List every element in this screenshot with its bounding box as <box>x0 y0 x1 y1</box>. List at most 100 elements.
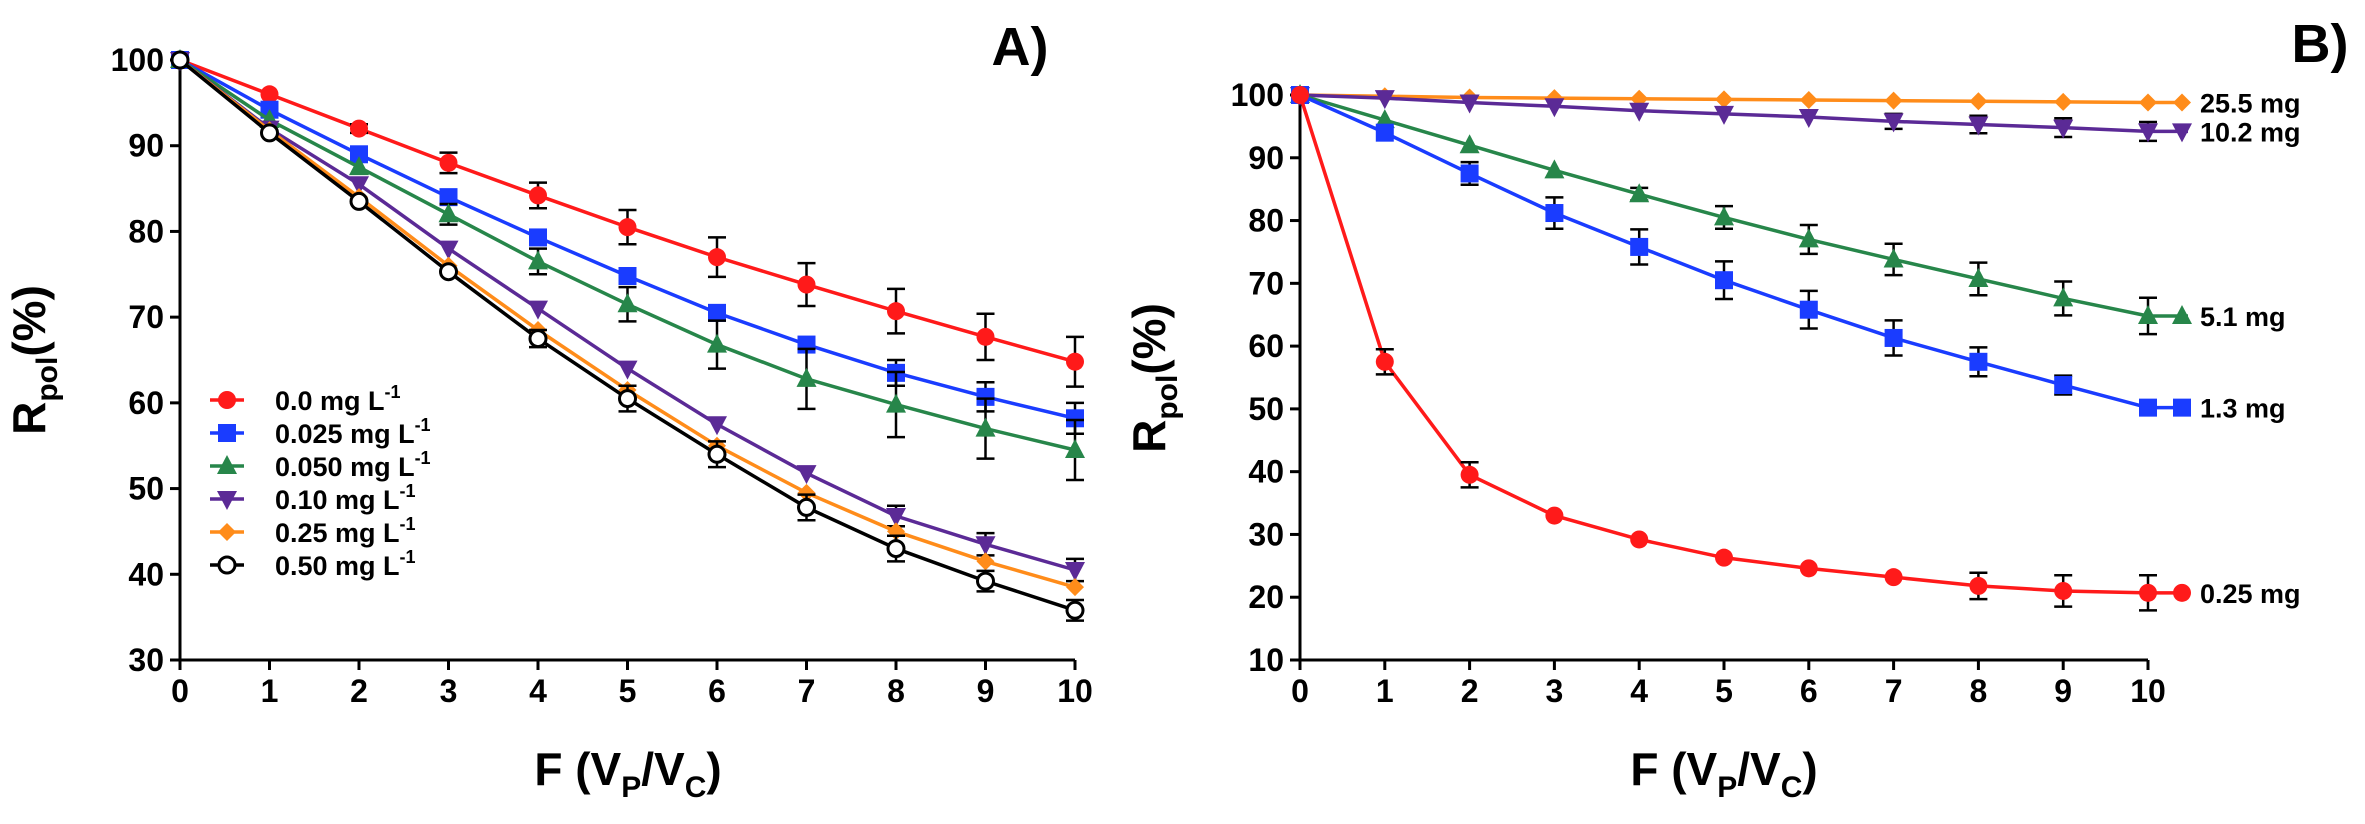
data-point <box>529 228 547 247</box>
data-point <box>1968 116 1989 136</box>
x-axis-label-slash: /V <box>641 743 685 795</box>
data-point <box>528 250 548 270</box>
data-point <box>349 156 369 176</box>
legend-label: 0.50 mg L-1 <box>275 547 416 581</box>
x-axis-label-close: ) <box>1802 743 1817 795</box>
x-tick-label: 5 <box>619 673 637 709</box>
data-point <box>797 275 816 294</box>
data-point <box>618 267 637 285</box>
series-0: 25.5 mg <box>1291 86 2301 119</box>
y-tick-label: 90 <box>128 128 164 164</box>
data-point <box>439 188 458 207</box>
x-tick-label: 9 <box>2054 673 2072 709</box>
end-marker <box>2172 304 2192 324</box>
data-point <box>618 389 637 409</box>
x-tick-label: 0 <box>1291 673 1309 709</box>
x-tick-label: 7 <box>798 673 816 709</box>
x-tick-label: 10 <box>2130 673 2166 709</box>
end-marker <box>2173 583 2191 602</box>
data-point <box>1799 300 1818 319</box>
x-tick-label: 2 <box>1461 673 1479 709</box>
data-point <box>1969 92 1988 111</box>
data-point <box>976 571 995 591</box>
legend-marker <box>217 555 237 575</box>
x-axis-label-main: F (V <box>534 743 621 795</box>
data-point <box>1066 352 1084 371</box>
data-point <box>1629 102 1650 122</box>
data-point <box>707 444 727 464</box>
data-point <box>1968 267 1989 287</box>
y-tick-label: 100 <box>1231 77 1284 113</box>
data-point <box>976 327 995 346</box>
x-axis-label-slash: /V <box>1737 743 1781 795</box>
data-point <box>796 465 817 485</box>
chart-panel-b: 0 1 2 3 4 5 6 7 8 9 10 10 20 30 40 50 60 70 80 90 100 B) F (VP… <box>1123 14 2348 804</box>
x-tick-label: 9 <box>977 673 995 709</box>
y-axis-label-sub: pol <box>1151 375 1184 420</box>
data-point <box>1374 109 1395 129</box>
end-marker <box>2172 123 2192 143</box>
y-tick-label: 20 <box>1248 579 1284 615</box>
y-tick-label: 30 <box>128 642 164 678</box>
data-point <box>1969 576 1988 595</box>
legend-label-superscript: -1 <box>400 514 416 534</box>
y-tick-label: 90 <box>1248 140 1284 176</box>
y-tick-label: 40 <box>128 556 164 592</box>
y-tick-label: 50 <box>128 471 164 507</box>
data-point <box>976 387 995 406</box>
x-axis-label: F (VP/VC) <box>1630 743 1817 804</box>
data-point <box>707 333 727 353</box>
data-point <box>707 416 727 436</box>
x-tick-label: 10 <box>1057 673 1093 709</box>
data-point <box>1799 91 1818 110</box>
data-point <box>350 145 368 164</box>
y-tick-label: 30 <box>1248 516 1284 552</box>
series-3: 0.10 mg L-1 <box>170 52 1085 583</box>
y-axis-label-rest: (%) <box>3 285 55 357</box>
data-point <box>887 302 905 321</box>
x-tick-label: 1 <box>1376 673 1394 709</box>
data-point <box>1065 439 1085 458</box>
series-2: 5.1 mg <box>1290 84 2286 336</box>
legend-label: 0.10 mg L-1 <box>275 481 416 515</box>
data-point <box>708 303 726 322</box>
legend-label-superscript: -1 <box>400 481 416 501</box>
y-tick-label: 60 <box>128 385 164 421</box>
y-tick-label: 10 <box>1248 642 1284 678</box>
legend-marker <box>218 391 236 409</box>
x-tick-label: 4 <box>1630 673 1648 709</box>
legend-label: 0.0 mg L-1 <box>275 382 401 416</box>
y-axis-label-rest: (%) <box>1123 303 1175 375</box>
data-point <box>170 50 190 70</box>
y-axis-label: Rpol(%) <box>3 285 64 435</box>
y-tick-label: 100 <box>111 42 164 78</box>
x-tick-label: 0 <box>171 673 189 709</box>
x-tick-label: 8 <box>1970 673 1988 709</box>
data-point <box>2054 376 2073 395</box>
data-point <box>1884 568 1903 587</box>
chart-panel-a: 0 1 2 3 4 5 6 7 8 9 10 30 40 50 60 70 80 90 100 A) F (VP/VC)… <box>3 17 1093 804</box>
y-axis-label-main: R <box>3 402 55 435</box>
y-axis-label-main: R <box>1123 420 1175 453</box>
data-point <box>1291 86 1309 104</box>
data-point <box>1459 94 1480 114</box>
data-point <box>438 240 459 260</box>
data-point <box>528 329 548 349</box>
data-point <box>617 293 638 313</box>
data-point <box>439 262 458 282</box>
data-point <box>1630 237 1649 256</box>
data-point <box>1544 98 1565 118</box>
x-tick-label: 6 <box>1800 673 1818 709</box>
y-tick-label: 50 <box>1248 391 1284 427</box>
legend-label: 0.050 mg L-1 <box>275 448 431 482</box>
data-point <box>349 191 369 211</box>
end-marker <box>2173 398 2191 417</box>
series-end-label: 1.3 mg <box>2200 394 2286 424</box>
data-point <box>1969 352 1988 371</box>
data-point <box>1630 530 1649 549</box>
series-4: 0.25 mg <box>1291 86 2301 612</box>
data-point <box>1460 465 1479 484</box>
y-tick-label: 60 <box>1248 328 1284 364</box>
data-point <box>2053 119 2074 139</box>
